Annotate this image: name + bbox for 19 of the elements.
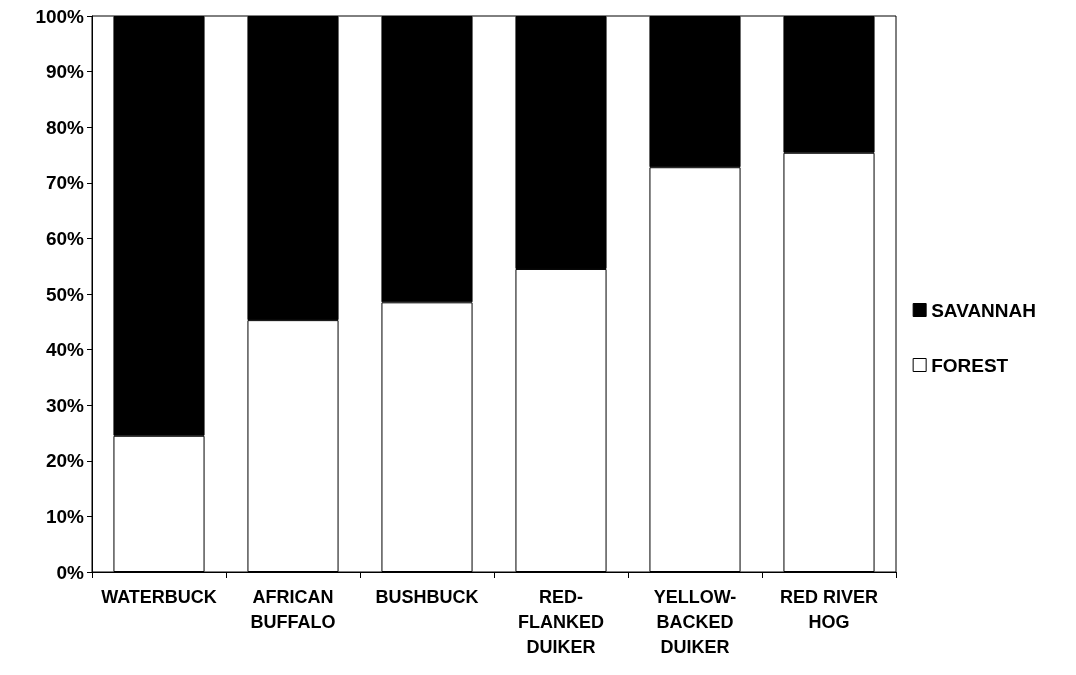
legend-label: SAVANNAH <box>931 299 1037 321</box>
x-tick-label: RED RIVER HOG <box>779 586 879 632</box>
y-tick-label: 40% <box>45 339 85 361</box>
y-tick-label: 30% <box>45 394 85 416</box>
y-tick-label: 80% <box>45 116 85 138</box>
y-tick-label: 60% <box>45 227 85 249</box>
x-tick-label: YELLOW- BACKED DUIKER <box>653 586 737 657</box>
y-tick-label: 0% <box>56 561 85 583</box>
x-tick-label: BUSHBUCK <box>375 586 479 607</box>
x-tick-label: WATERBUCK <box>101 586 217 607</box>
x-tick-label: AFRICAN BUFFALO <box>250 586 336 632</box>
legend-label: FOREST <box>931 354 1009 376</box>
y-tick-label: 90% <box>45 61 85 83</box>
x-tick-label: RED- FLANKED DUIKER <box>518 586 604 657</box>
y-tick-label: 50% <box>45 283 85 305</box>
y-tick-label: 100% <box>35 5 85 27</box>
y-tick-label: 70% <box>45 172 85 194</box>
y-tick-label: 20% <box>45 450 85 472</box>
y-tick-label: 10% <box>45 505 85 527</box>
